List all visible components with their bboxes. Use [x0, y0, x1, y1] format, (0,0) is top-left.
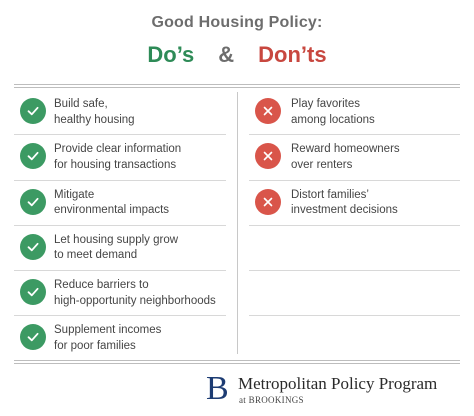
dos-list: Build safe, healthy housing Provide clear… — [14, 90, 226, 362]
ampersand: & — [218, 42, 235, 67]
program-name: Metropolitan Policy Program — [238, 374, 438, 393]
brookings-logo-letter: B — [206, 370, 229, 407]
column-divider — [237, 92, 238, 354]
check-icon — [20, 324, 46, 351]
do-item: Let housing supply grow to meet demand — [14, 226, 226, 272]
x-icon — [255, 98, 281, 124]
check-icon — [20, 98, 46, 124]
page-title: Good Housing Policy: — [151, 14, 323, 31]
dont-item: Play favorites among locations — [249, 90, 460, 136]
program-affiliation: at BROOKINGS — [239, 395, 304, 405]
top-divider — [14, 84, 460, 88]
do-item: Build safe, healthy housing — [14, 90, 226, 136]
do-item-text: Reduce barriers to high-opportunity neigh… — [54, 279, 216, 307]
donts-list: Play favorites among locations Reward hom… — [249, 90, 460, 362]
dos-donts-heading: Do’s & Don’ts — [0, 42, 474, 68]
dont-item-text: Play favorites among locations — [291, 98, 375, 126]
check-icon — [20, 233, 46, 260]
check-icon — [20, 143, 46, 170]
empty-row — [249, 226, 460, 272]
check-icon — [20, 279, 46, 306]
do-item-text: Let housing supply grow to meet demand — [54, 233, 179, 262]
do-item: Mitigate environmental impacts — [14, 181, 226, 226]
dont-item-text: Reward homeowners over renters — [291, 143, 400, 171]
empty-row — [249, 316, 460, 361]
dont-item: Reward homeowners over renters — [249, 135, 460, 181]
dont-item: Distort families’ investment decisions — [249, 181, 460, 226]
do-item-text: Supplement incomes for poor families — [54, 324, 162, 352]
do-item-text: Mitigate environmental impacts — [54, 188, 170, 217]
donts-label: Don’ts — [258, 42, 327, 67]
bottom-divider — [14, 360, 460, 364]
check-icon — [20, 188, 46, 215]
dos-label: Do’s — [147, 42, 195, 67]
x-icon — [255, 188, 281, 215]
do-item: Provide clear information for housing tra… — [14, 135, 226, 181]
do-item-text: Provide clear information for housing tra… — [54, 143, 182, 171]
do-item: Reduce barriers to high-opportunity neigh… — [14, 271, 226, 317]
do-item: Supplement incomes for poor families — [14, 316, 226, 361]
empty-row — [249, 271, 460, 317]
x-icon — [255, 143, 281, 170]
do-item-text: Build safe, healthy housing — [54, 98, 135, 126]
dont-item-text: Distort families’ investment decisions — [291, 188, 398, 217]
